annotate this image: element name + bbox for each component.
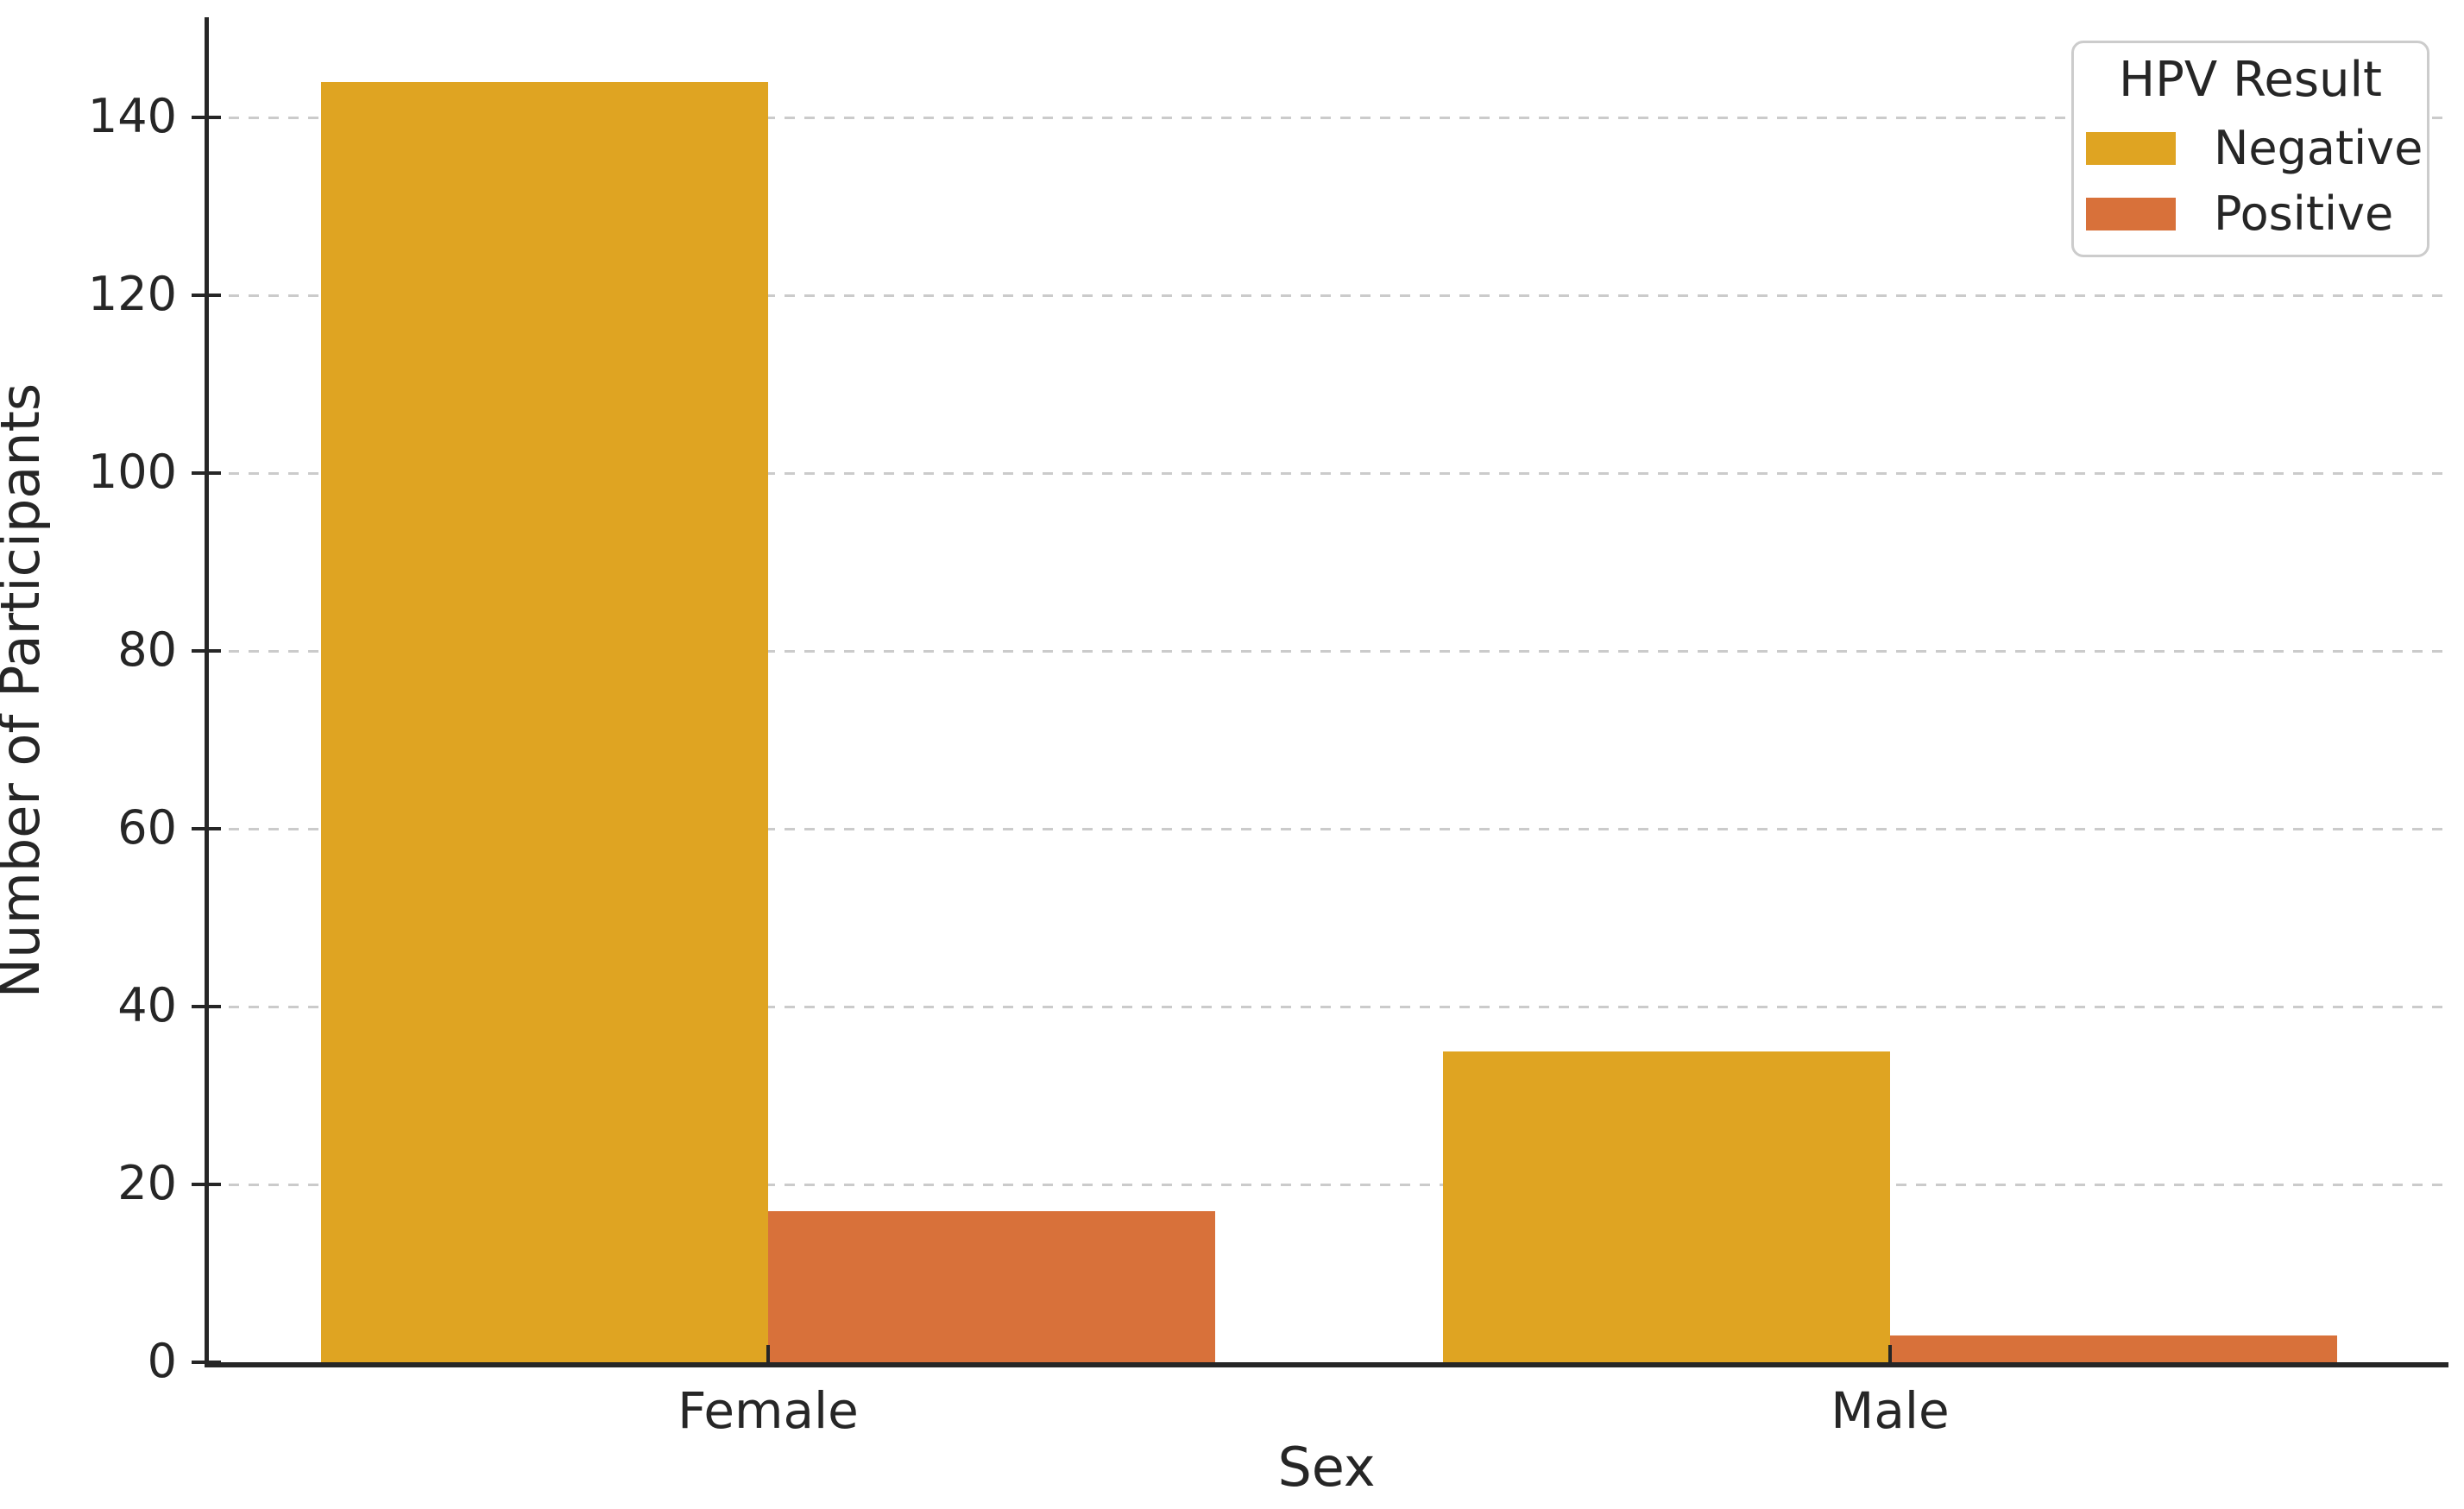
x-tick-label-female: Female — [677, 1381, 859, 1440]
bar-female-positive — [768, 1210, 1215, 1362]
gridline-y-20 — [209, 1184, 2447, 1187]
y-tick-label-20: 20 — [117, 1156, 177, 1211]
legend-swatch-positive — [2086, 198, 2176, 230]
legend-title: HPV Result — [2118, 52, 2383, 108]
y-tick-label-100: 100 — [87, 445, 177, 500]
x-tick-mark-female — [766, 1345, 770, 1362]
x-axis-title: Sex — [1277, 1436, 1376, 1499]
y-tick-mark-0 — [192, 1361, 221, 1364]
legend-label-positive: Positive — [2214, 186, 2394, 241]
x-axis-line — [205, 1362, 2448, 1367]
legend-label-negative: Negative — [2214, 121, 2423, 175]
y-tick-label-60: 60 — [117, 800, 177, 856]
y-tick-label-80: 80 — [117, 622, 177, 678]
y-tick-mark-20 — [192, 1183, 221, 1187]
y-axis-title: Number of Participants — [0, 382, 52, 999]
x-tick-label-male: Male — [1831, 1381, 1950, 1440]
y-tick-mark-120 — [192, 294, 221, 298]
gridline-y-40 — [209, 1006, 2447, 1009]
y-tick-mark-140 — [192, 116, 221, 120]
legend: HPV Result Negative Positive — [2071, 41, 2429, 257]
y-tick-label-120: 120 — [87, 267, 177, 322]
y-tick-mark-80 — [192, 649, 221, 653]
y-axis-line — [205, 17, 209, 1365]
bar-female-negative — [321, 82, 768, 1362]
y-tick-label-40: 40 — [117, 978, 177, 1033]
y-tick-label-140: 140 — [87, 89, 177, 144]
gridline-y-140 — [209, 117, 2447, 120]
bar-male-positive — [1890, 1335, 2337, 1362]
x-tick-mark-male — [1888, 1345, 1892, 1362]
y-tick-mark-40 — [192, 1005, 221, 1009]
gridline-y-100 — [209, 472, 2447, 476]
gridline-y-120 — [209, 294, 2447, 298]
y-tick-mark-60 — [192, 827, 221, 831]
legend-swatch-negative — [2086, 132, 2176, 165]
legend-entry-positive: Positive — [2074, 190, 2427, 238]
gridline-y-60 — [209, 828, 2447, 831]
y-tick-label-0: 0 — [147, 1334, 177, 1388]
legend-entry-negative: Negative — [2074, 124, 2427, 173]
gridline-y-80 — [209, 650, 2447, 653]
bar-male-negative — [1443, 1051, 1890, 1362]
y-tick-mark-100 — [192, 471, 221, 476]
